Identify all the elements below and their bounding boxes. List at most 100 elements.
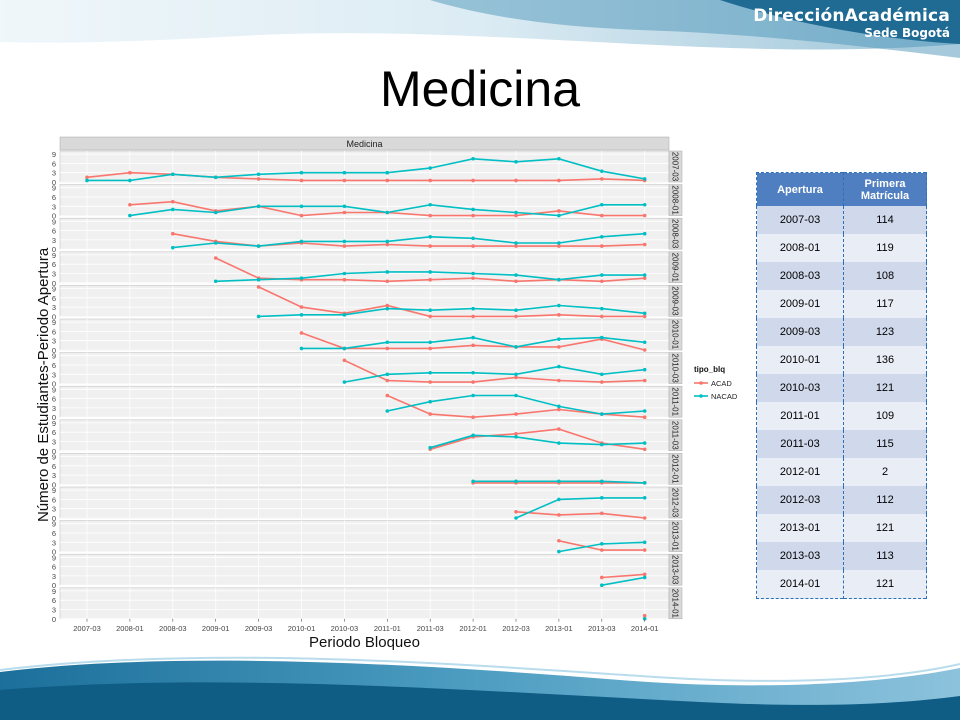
data-point-nacad [385,340,390,345]
y-tick-label: 9 [52,251,56,260]
series-line-nacad [515,497,645,519]
data-point-acad [514,279,518,284]
series-line-nacad [601,576,645,586]
table-row: 2012-01 2 [756,458,927,486]
y-tick-label: 0 [52,346,56,355]
y-tick-label: 3 [52,404,56,413]
y-tick-label: 3 [52,370,56,379]
y-tick-label: 3 [52,303,56,312]
data-point-acad [213,256,218,260]
legend-label-acad: ACAD [711,379,732,388]
y-tick-label: 0 [52,212,56,221]
data-point-acad [600,314,604,319]
data-point-nacad [299,276,304,280]
data-point-nacad [428,202,433,207]
data-point-acad [342,277,347,282]
facet-label: 2012-01 [671,454,680,484]
facet-label: 2011-01 [671,387,680,416]
data-point-nacad [428,166,433,170]
cell-apertura: 2013-01 [756,514,844,542]
data-point-acad [471,276,475,280]
facet-label: 2007-03 [671,152,680,182]
legend-title: tipo_blq [694,365,725,374]
cell-apertura: 2008-03 [756,262,844,290]
data-point-nacad [600,335,604,340]
x-tick-label: 2012-03 [502,624,530,633]
x-tick-label: 2012-01 [459,624,487,633]
cell-apertura: 2011-01 [756,402,844,430]
series-line-nacad [258,304,645,318]
y-tick-label: 6 [52,462,56,471]
data-point-nacad [299,313,304,317]
data-point-nacad [171,207,175,212]
data-point-nacad [256,204,261,209]
data-point-acad [299,178,304,183]
y-tick-label: 9 [52,184,56,193]
y-tick-label: 6 [52,428,56,437]
cell-primera-matricula: 2 [843,458,927,486]
cell-apertura: 2010-03 [756,374,844,402]
data-point-nacad [557,277,561,282]
data-point-acad [428,213,433,218]
table-row: 2011-03 115 [756,430,927,458]
facet-strip-right [668,352,683,384]
facet-strip-right [668,453,683,485]
data-point-nacad [299,346,304,351]
y-tick-label: 9 [52,486,56,495]
top-wave-band [0,0,960,58]
y-tick-label: 0 [52,447,56,456]
legend-label-nacad: NACAD [711,392,738,401]
y-tick-label: 6 [52,193,56,202]
cell-primera-matricula: 109 [843,402,927,430]
data-point-nacad [428,308,433,313]
x-tick-label: 2007-03 [73,624,101,633]
cell-apertura: 2012-01 [756,458,844,486]
series-line-nacad [344,365,645,383]
data-point-acad [514,178,518,183]
x-tick-label: 2013-03 [588,624,616,633]
cell-apertura: 2013-03 [756,542,844,570]
data-point-acad [557,407,561,412]
cell-apertura: 2012-03 [756,486,844,514]
data-point-nacad [514,393,518,398]
data-point-nacad [342,380,347,384]
data-point-nacad [600,583,604,587]
table-header-row: Apertura Primera Matrícula [756,172,927,206]
data-point-acad [171,199,175,204]
data-point-acad [642,242,647,247]
facet-strip-right [668,385,683,418]
cell-apertura: 2010-01 [756,346,844,374]
data-point-nacad [600,169,604,173]
data-point-nacad [600,542,604,546]
data-point-nacad [642,481,647,485]
data-point-nacad [342,204,347,209]
facet-label: 2010-01 [671,320,680,350]
x-tick-label: 2009-01 [202,624,230,633]
y-axis-label: Número de Estudiantes-Periodo Apertura [35,247,52,522]
data-point-acad [557,427,561,431]
legend-marker-nacad [699,394,703,398]
data-point-nacad [471,393,475,398]
data-point-acad [128,202,132,207]
cell-primera-matricula: 108 [843,262,927,290]
data-point-nacad [213,241,218,245]
series-line-acad [258,286,645,318]
x-tick-label: 2011-03 [417,624,444,633]
panel-background [59,520,670,552]
data-point-nacad [514,273,518,277]
data-point-acad [557,244,561,248]
data-point-nacad [471,156,475,161]
data-point-acad [514,375,518,380]
table-row: 2008-03 108 [756,262,927,290]
panel-background [59,150,670,183]
data-point-acad [600,279,604,284]
table-row: 2013-03 113 [756,542,927,570]
y-tick-label: 0 [52,413,56,422]
data-point-nacad [557,156,561,161]
data-point-nacad [642,367,647,372]
facet-strip-right [668,251,683,284]
data-point-nacad [557,479,561,484]
data-point-acad [385,279,390,284]
